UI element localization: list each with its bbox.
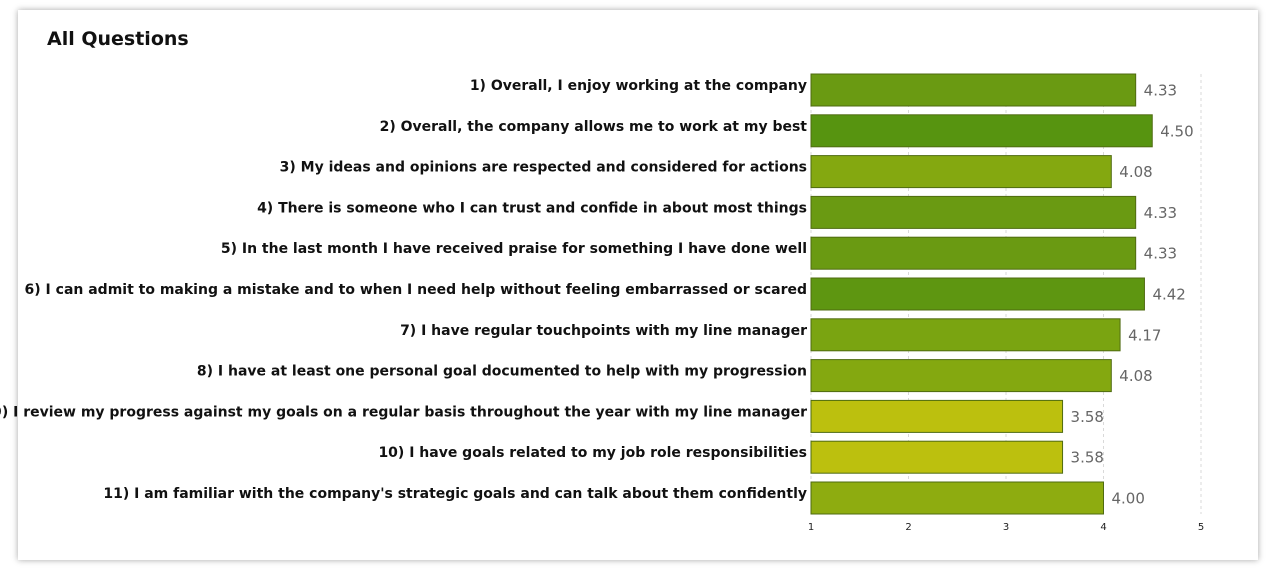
value-label: 4.33 [1144,245,1177,263]
x-tick-label: 2 [905,522,911,533]
value-label: 3.58 [1071,408,1104,426]
bar[interactable] [810,399,1064,433]
bar[interactable] [810,195,1137,229]
x-tick-label: 4 [1100,522,1106,533]
bar[interactable] [810,155,1112,189]
category-label: 1) Overall, I enjoy working at the compa… [470,78,807,94]
x-tick-label: 3 [1003,522,1009,533]
bar[interactable] [810,114,1153,148]
value-label: 4.33 [1144,82,1177,100]
value-label: 4.33 [1144,204,1177,222]
category-label: 2) Overall, the company allows me to wor… [380,119,808,135]
bar[interactable] [810,481,1104,515]
category-label: 4) There is someone who I can trust and … [257,200,807,216]
bar-layer [810,73,1153,515]
value-label: 4.42 [1152,286,1185,304]
value-label: 3.58 [1071,449,1104,467]
label-layer: 1) Overall, I enjoy working at the compa… [0,78,1194,508]
value-label: 4.08 [1119,367,1152,385]
bar[interactable] [810,73,1137,107]
category-label: 9) I review my progress against my goals… [0,404,807,420]
category-label: 11) I am familiar with the company's str… [103,486,807,502]
value-label: 4.17 [1128,326,1161,344]
category-label: 3) My ideas and opinions are respected a… [280,160,807,176]
x-tick-label: 5 [1198,522,1204,533]
value-label: 4.08 [1119,163,1152,181]
bar[interactable] [810,277,1145,311]
category-label: 8) I have at least one personal goal doc… [197,364,807,380]
x-tick-label: 1 [808,522,814,533]
category-label: 10) I have goals related to my job role … [378,445,807,461]
category-label: 6) I can admit to making a mistake and t… [25,282,807,298]
category-label: 5) In the last month I have received pra… [221,241,807,257]
grid-layer [810,74,1202,514]
bar[interactable] [810,359,1112,393]
value-label: 4.50 [1160,122,1193,140]
bar[interactable] [810,440,1064,474]
bar[interactable] [810,236,1137,270]
category-label: 7) I have regular touchpoints with my li… [400,323,807,339]
chart-title: All Questions [47,28,189,50]
bar[interactable] [810,318,1121,352]
tick-layer: 1 2 3 4 5 [808,522,1204,533]
value-label: 4.00 [1112,490,1145,508]
